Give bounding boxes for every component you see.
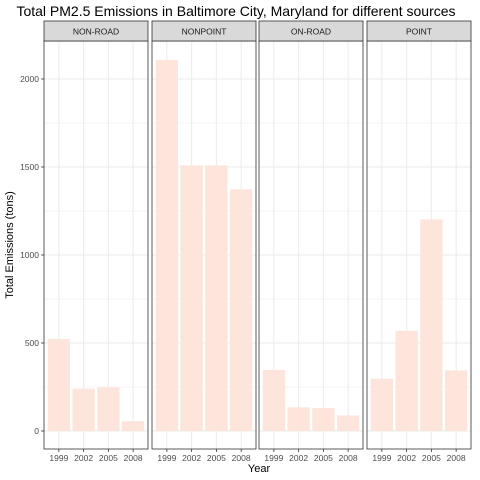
facet-panel: ON-ROAD 1999 2002 2005 2008 [258,20,364,463]
bar [230,189,253,431]
facet-strip [151,20,257,42]
facet-strip-label: POINT [406,27,432,37]
bar [312,408,335,431]
facet-panel: POINT 1999 2002 2005 2008 [366,20,472,463]
x-tick-label: 2008 [124,453,143,463]
y-tick-label: 0 [34,426,39,436]
x-tick-label: 2008 [447,453,466,463]
x-tick-label: 1999 [372,453,391,463]
x-tick-label: 2008 [339,453,358,463]
y-tick-label: 1000 [20,250,39,260]
x-tick-label: 2005 [207,453,226,463]
x-tick-label: 2002 [74,453,93,463]
bar [155,60,178,431]
x-tick-label: 2002 [289,453,308,463]
x-tick-label: 1999 [264,453,283,463]
x-tick-label: 2005 [314,453,333,463]
x-tick-label: 2002 [182,453,201,463]
y-tick-label: 1500 [20,162,39,172]
x-tick-label: 2005 [99,453,118,463]
facet-strip-label: NONPOINT [182,27,227,37]
x-tick-label: 1999 [157,453,176,463]
facet-strip-label: ON-ROAD [291,27,331,37]
x-tick-label: 2005 [422,453,441,463]
bar [420,219,443,431]
plot-area: 0 500 1000 1500 2000 NON-ROAD 1999 2002 2005 2008… [20,20,472,463]
bar [122,421,145,431]
y-tick-label: 2000 [20,74,39,84]
facet-panel: NON-ROAD 1999 2002 2005 2008 [43,20,149,463]
facet-strip [258,20,364,42]
facet-strip [43,20,149,42]
x-tick-label: 2002 [397,453,416,463]
bar [370,378,393,431]
bar [205,165,228,431]
bar [97,387,120,431]
y-axis-title: Total Emissions (tons) [4,191,16,299]
bar [47,338,70,431]
x-tick-label: 1999 [49,453,68,463]
chart-title: Total PM2.5 Emissions in Baltimore City,… [16,3,455,19]
bar [337,415,360,431]
x-axis-title: Year [248,463,271,475]
bar [180,165,203,431]
facet-panel: NONPOINT 1999 2002 2005 2008 [151,20,257,463]
y-tick-label: 500 [25,338,39,348]
bar [72,388,95,431]
bar [445,370,468,431]
x-tick-label: 2008 [232,453,251,463]
bar [287,407,310,431]
bar [262,369,285,431]
facet-strip [366,20,472,42]
bar [395,330,418,431]
facet-strip-label: NON-ROAD [73,27,119,37]
